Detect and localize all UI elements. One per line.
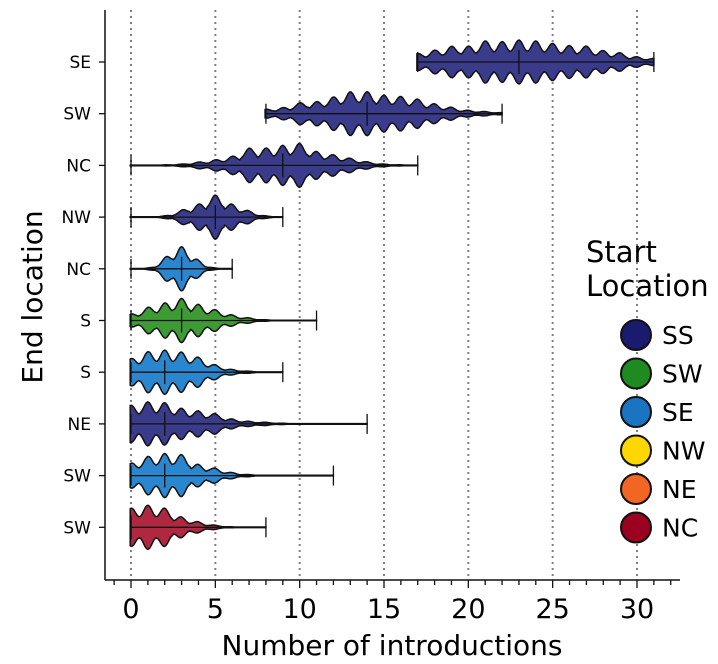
x-tick-label-15: 15 — [367, 594, 401, 625]
x-axis-title: Number of introductions — [222, 629, 563, 662]
y-tick-label-1: SW — [63, 105, 91, 125]
legend-title-line-0: Start — [586, 235, 657, 269]
x-tick-label-10: 10 — [282, 594, 316, 625]
legend-marker-nc — [620, 511, 652, 544]
x-tick-label-0: 0 — [122, 594, 139, 625]
x-tick-label-20: 20 — [451, 594, 485, 625]
legend-label-ne: NE — [662, 475, 697, 504]
legend-label-se: SE — [662, 398, 694, 427]
y-tick-label-7: NE — [68, 415, 91, 435]
legend-label-ss: SS — [662, 321, 694, 350]
legend-marker-ne — [620, 473, 652, 505]
legend-label-sw: SW — [662, 360, 703, 389]
x-tick-label-25: 25 — [535, 594, 569, 625]
y-tick-label-6: S — [80, 363, 91, 383]
x-tick-label-30: 30 — [620, 594, 654, 625]
legend-marker-nw — [620, 434, 652, 467]
y-tick-label-2: NC — [66, 156, 91, 176]
x-tick-label-5: 5 — [207, 594, 224, 625]
legend-title-line-1: Location — [586, 269, 709, 303]
y-tick-label-5: S — [80, 312, 91, 332]
legend-marker-sw — [620, 357, 652, 390]
y-tick-label-4: NC — [66, 260, 91, 280]
legend-marker-se — [620, 396, 652, 428]
y-axis-title: End location — [16, 210, 49, 383]
y-tick-label-3: NW — [61, 208, 91, 228]
y-tick-label-9: SW — [63, 518, 91, 538]
legend-label-nw: NW — [662, 437, 705, 466]
y-tick-label-0: SE — [69, 53, 91, 73]
legend-marker-ss — [620, 319, 652, 351]
legend-label-nc: NC — [662, 514, 698, 543]
y-tick-label-8: SW — [63, 467, 91, 487]
